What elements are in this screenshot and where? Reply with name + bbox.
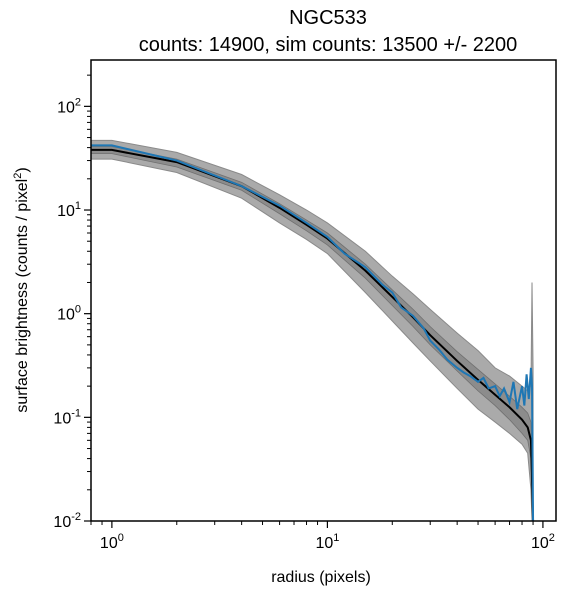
x-tick-label: 101: [315, 532, 339, 552]
axis-ticks: 100 101 102 10-2 10-1 100 101 102: [53, 74, 555, 552]
chart-subtitle: counts: 14900, sim counts: 13500 +/- 220…: [139, 34, 518, 56]
y-tick-label: 102: [57, 96, 81, 116]
x-tick-label: 100: [100, 532, 124, 552]
plot-area: [91, 139, 535, 521]
x-tick-label: 102: [531, 532, 555, 552]
observed-profile-line: [91, 144, 535, 521]
y-tick-label: 10-1: [53, 407, 81, 427]
sim-median-line: [91, 148, 535, 521]
y-axis-label: surface brightness (counts / pixel2): [12, 167, 31, 412]
plot-frame: [90, 59, 557, 522]
x-axis-label: radius (pixels): [271, 569, 371, 586]
y-tick-label: 100: [57, 304, 81, 324]
y-tick-label: 10-2: [53, 511, 81, 531]
y-tick-label: 101: [57, 200, 81, 220]
chart-title: NGC533: [289, 7, 367, 29]
sim-band-inner: [91, 146, 534, 521]
sim-band-outer: [91, 139, 534, 521]
